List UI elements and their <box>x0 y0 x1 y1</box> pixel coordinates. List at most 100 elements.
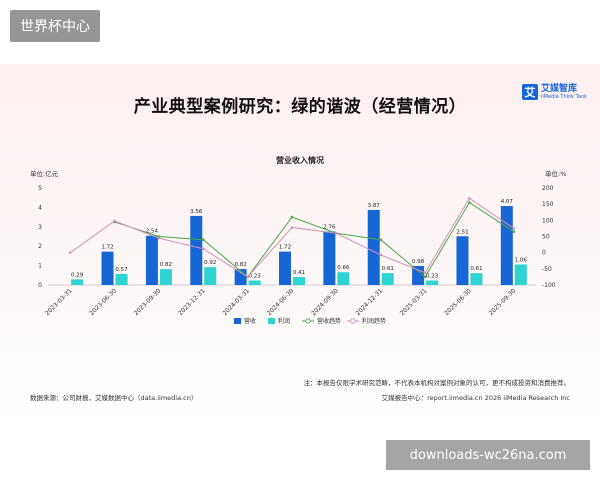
legend-swatch <box>268 318 275 324</box>
line-revenue-trend-point <box>468 201 471 204</box>
y-left-tick: 3 <box>38 224 42 231</box>
y-right-tick: 200 <box>542 185 554 192</box>
y-left-tick: 1 <box>38 263 42 270</box>
bar-label-profit: 0.66 <box>337 265 350 271</box>
bar-label-revenue: 0.98 <box>412 259 425 265</box>
bar-label-revenue: 2.51 <box>456 229 468 235</box>
bar-revenue <box>101 251 114 285</box>
bar-label-profit: 0.82 <box>160 262 172 268</box>
legend-marker <box>305 318 311 324</box>
y-right-unit: 单位:% <box>545 169 566 178</box>
y-left-tick: 2 <box>38 243 42 250</box>
bar-profit <box>470 273 483 285</box>
x-tick-label: 2024-03-31 <box>221 287 251 317</box>
bar-label-revenue: 2.54 <box>146 229 159 235</box>
line-revenue-trend-point <box>201 238 205 242</box>
x-tick-label: 2025-09-30 <box>488 287 518 317</box>
y-left-tick: 4 <box>38 204 42 211</box>
bar-label-revenue: 0.82 <box>235 262 247 268</box>
bar-revenue <box>279 251 291 285</box>
line-revenue-trend-point <box>290 215 294 219</box>
bar-label-revenue: 3.87 <box>368 203 381 209</box>
y-left-tick: 5 <box>38 185 42 192</box>
bar-label-profit: 0.61 <box>382 266 394 272</box>
logo-english: iiMedia Think Tank <box>541 94 588 100</box>
line-profit-trend-point <box>113 219 116 223</box>
line-revenue-trend-point <box>423 275 427 279</box>
bar-label-revenue: 4.07 <box>501 199 514 205</box>
line-profit-trend-point <box>68 251 72 254</box>
line-profit-trend-point <box>201 247 205 251</box>
brand-logo: 艾 艾媒智库 iiMedia Think Tank <box>522 84 587 100</box>
bar-label-profit: 0.23 <box>426 274 439 280</box>
line-profit-trend-point <box>468 197 471 200</box>
x-tick-label: 2025-06-30 <box>443 287 473 317</box>
bar-profit <box>426 280 439 285</box>
logo-name: 艾媒智库 <box>541 84 578 94</box>
bar-label-profit: 0.57 <box>115 267 128 273</box>
line-profit-trend-point <box>335 231 338 235</box>
x-tick-label: 2025-03-31 <box>399 287 429 317</box>
watermark-bottom: downloads-wc26na.com <box>386 440 590 470</box>
legend-label: 利润 <box>278 317 290 325</box>
bar-revenue <box>190 215 203 285</box>
bar-profit <box>115 273 128 285</box>
bar-revenue <box>367 209 380 285</box>
bar-profit <box>381 273 394 285</box>
x-tick-label: 2024-06-30 <box>266 287 296 317</box>
line-revenue-trend-point <box>379 238 383 242</box>
bar-label-revenue: 1.72 <box>101 245 113 251</box>
line-revenue-trend <box>114 201 515 278</box>
bar-profit <box>514 264 527 285</box>
bar-profit <box>71 279 84 285</box>
data-source: 数据来源：公司财报，艾媒数据中心（data.iimedia.cn） <box>30 394 198 402</box>
x-tick-label: 2024-12-31 <box>355 287 385 317</box>
bar-revenue <box>323 231 336 285</box>
bar-label-profit: 0.29 <box>71 272 84 278</box>
bar-label-profit: 1.06 <box>515 257 528 263</box>
x-tick-label: 2024-09-30 <box>310 287 340 317</box>
logo-mark: 艾 <box>522 84 538 100</box>
legend-label: 利润趋势 <box>362 317 386 325</box>
legend-label: 营收趋势 <box>317 317 341 325</box>
bar-revenue <box>500 206 513 285</box>
slide-title: 产业典型案例研究：绿的谐波（经营情况） <box>133 97 467 117</box>
legend-swatch <box>234 318 241 324</box>
line-profit-trend-point <box>157 236 161 240</box>
bar-profit <box>204 267 217 285</box>
bar-profit <box>293 277 305 285</box>
bar-label-revenue: 2.76 <box>323 224 336 230</box>
y-right-tick: 100 <box>542 217 554 224</box>
bar-label-profit: 0.23 <box>249 274 262 280</box>
x-tick-label: 2023-12-31 <box>177 287 207 317</box>
bar-revenue <box>456 236 469 285</box>
bar-label-revenue: 1.72 <box>279 245 291 251</box>
line-profit-trend-point <box>290 226 294 229</box>
disclaimer-note: 注：本报告仅限学术研究范畴，不代表本机构对案例对象的认可，更不构成投资和消费推荐… <box>303 379 571 387</box>
bar-profit <box>337 272 350 285</box>
y-right-tick: 0 <box>542 250 546 257</box>
chart-title: 营业收入情况 <box>276 155 324 165</box>
bar-profit <box>248 280 261 285</box>
footer-credit: 艾媒报告中心：report.iimedia.cn 2026 iiMedia Re… <box>381 394 570 402</box>
y-left-tick: 0 <box>38 282 42 289</box>
header-band <box>0 64 600 424</box>
legend-marker <box>350 318 356 324</box>
bar-label-profit: 0.92 <box>204 260 216 266</box>
bar-label-profit: 0.41 <box>293 270 305 276</box>
x-tick-label: 2023-03-31 <box>44 287 74 317</box>
bar-label-profit: 0.61 <box>470 266 482 272</box>
x-tick-label: 2023-09-30 <box>133 287 163 317</box>
y-right-tick: -50 <box>542 266 552 273</box>
line-profit-trend-point <box>423 271 427 275</box>
y-left-unit: 单位:亿元 <box>30 169 59 178</box>
watermark-top: 世界杯中心 <box>10 10 100 42</box>
bar-label-revenue: 3.56 <box>190 209 203 215</box>
line-revenue-trend-point <box>512 230 516 233</box>
y-right-tick: 150 <box>542 201 554 208</box>
line-profit-trend <box>69 197 515 278</box>
bar-revenue <box>412 265 425 285</box>
line-profit-trend-point <box>246 275 249 279</box>
